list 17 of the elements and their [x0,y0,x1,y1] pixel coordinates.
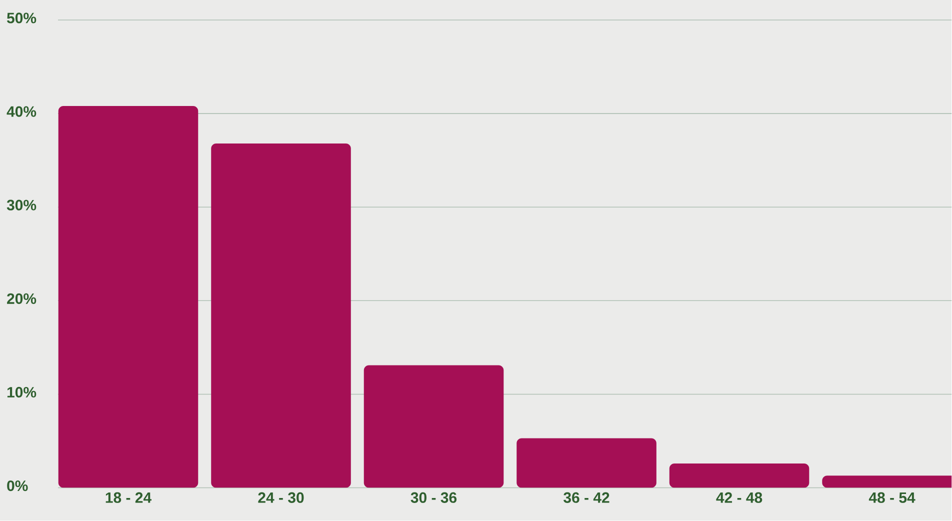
y-tick-label: 50% [6,12,36,24]
bar [211,144,351,488]
y-tick-label: 20% [7,293,36,304]
bar [516,438,656,488]
x-tick-label: 30 - 36 [410,492,457,504]
x-tick-label: 48 - 54 [868,492,916,504]
x-tick-label: 36 - 42 [564,492,610,504]
bar [58,106,198,488]
x-tick-label: 18 - 24 [106,492,152,504]
bar [669,464,810,488]
x-tick-label: 24 - 30 [258,492,304,504]
y-tick-label: 10% [7,387,36,398]
y-tick-label: 0% [7,480,28,492]
bar [364,365,504,488]
y-tick-label: 40% [6,106,36,117]
y-tick-label: 30% [6,200,36,211]
x-tick-label: 42 - 48 [716,492,762,504]
